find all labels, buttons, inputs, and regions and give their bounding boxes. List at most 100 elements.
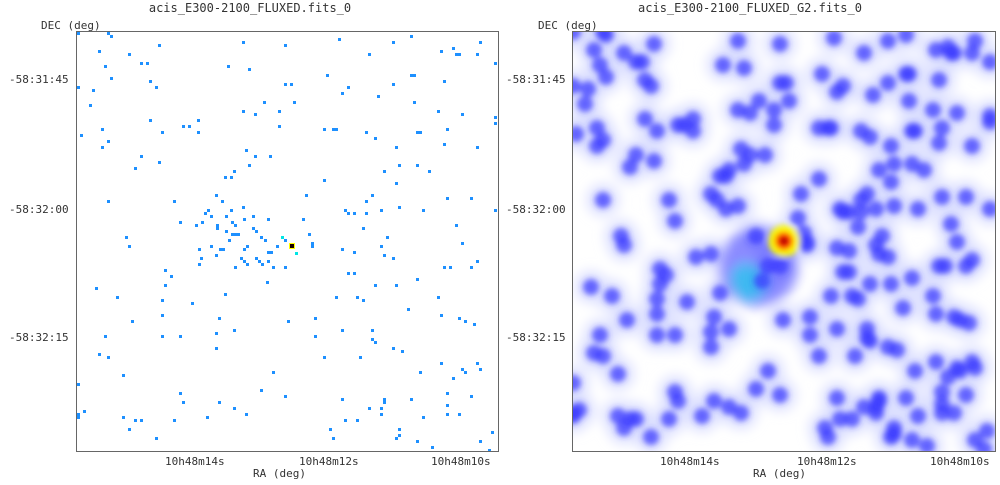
event-pixel bbox=[443, 266, 446, 269]
smoothed-blob-core bbox=[748, 228, 764, 244]
event-pixel bbox=[422, 209, 425, 212]
event-pixel bbox=[182, 125, 185, 128]
event-pixel bbox=[264, 239, 267, 242]
smoothed-blob-core bbox=[982, 201, 995, 217]
event-pixel bbox=[398, 428, 401, 431]
event-pixel bbox=[77, 383, 80, 386]
event-pixel bbox=[207, 209, 210, 212]
smoothed-blob-core bbox=[868, 237, 884, 253]
smoothed-blob-core bbox=[907, 363, 923, 379]
smoothed-blob-core bbox=[628, 147, 644, 163]
event-pixel bbox=[140, 419, 143, 422]
event-pixel bbox=[446, 392, 449, 395]
event-pixel bbox=[446, 128, 449, 131]
event-pixel bbox=[95, 287, 98, 290]
event-pixel bbox=[195, 224, 198, 227]
right-image-frame[interactable] bbox=[572, 31, 996, 452]
event-pixel bbox=[243, 248, 246, 251]
event-pixel bbox=[338, 38, 341, 41]
event-pixel bbox=[255, 257, 258, 260]
smoothed-blob-core bbox=[919, 438, 935, 451]
smoothed-blob-core bbox=[844, 288, 860, 304]
event-pixel bbox=[77, 32, 80, 35]
event-pixel bbox=[437, 296, 440, 299]
smoothed-blob-core bbox=[721, 399, 737, 415]
smoothed-blob-core bbox=[772, 387, 788, 403]
smoothed-blob-core bbox=[706, 309, 722, 325]
smoothed-blob-core bbox=[751, 93, 767, 109]
event-pixel bbox=[110, 77, 113, 80]
right-y-axis-label: DEC (deg) bbox=[538, 19, 598, 32]
smoothed-blob-core bbox=[958, 189, 974, 205]
event-pixel bbox=[270, 251, 273, 254]
smoothed-blob-core bbox=[637, 111, 653, 127]
event-pixel bbox=[302, 218, 305, 221]
event-pixel bbox=[140, 62, 143, 65]
event-pixel bbox=[413, 101, 416, 104]
event-pixel bbox=[395, 284, 398, 287]
event-pixel bbox=[222, 248, 225, 251]
event-pixel bbox=[353, 272, 356, 275]
event-pixel bbox=[326, 74, 329, 77]
event-pixel bbox=[314, 317, 317, 320]
left-ytick-3: -58:32:15 bbox=[9, 331, 69, 344]
smoothed-blob-core bbox=[982, 54, 995, 70]
smoothed-blob-core bbox=[964, 45, 980, 61]
left-image-frame[interactable] bbox=[76, 31, 499, 452]
smoothed-blob-core bbox=[928, 354, 944, 370]
event-pixel bbox=[380, 407, 383, 410]
smoothed-blob-core bbox=[949, 105, 965, 121]
smoothed-blob-core bbox=[856, 45, 872, 61]
event-pixel bbox=[470, 266, 473, 269]
event-pixel bbox=[356, 296, 359, 299]
event-pixel bbox=[92, 89, 95, 92]
smoothed-blob-core bbox=[934, 405, 950, 421]
event-pixel bbox=[134, 419, 137, 422]
event-pixel bbox=[431, 446, 434, 449]
smoothed-blob-core bbox=[589, 120, 605, 136]
event-pixel bbox=[225, 230, 228, 233]
smoothed-blob-core bbox=[835, 78, 851, 94]
event-pixel bbox=[98, 353, 101, 356]
event-pixel bbox=[246, 263, 249, 266]
event-pixel bbox=[368, 407, 371, 410]
smoothed-blob-core bbox=[573, 402, 587, 418]
event-pixel bbox=[161, 314, 164, 317]
event-pixel bbox=[452, 377, 455, 380]
event-pixel bbox=[231, 221, 234, 224]
event-pixel bbox=[383, 398, 386, 401]
event-pixel bbox=[479, 440, 482, 443]
event-pixel bbox=[323, 128, 326, 131]
event-pixel bbox=[410, 74, 413, 77]
smoothed-blob-core bbox=[934, 189, 950, 205]
event-pixel bbox=[122, 374, 125, 377]
event-pixel bbox=[170, 275, 173, 278]
event-pixel bbox=[155, 437, 158, 440]
event-pixel bbox=[122, 416, 125, 419]
event-pixel bbox=[215, 332, 218, 335]
event-pixel bbox=[261, 263, 264, 266]
smoothed-blob-core bbox=[931, 72, 947, 88]
event-pixel bbox=[104, 65, 107, 68]
event-pixel bbox=[215, 347, 218, 350]
event-pixel bbox=[227, 65, 230, 68]
event-pixel bbox=[284, 83, 287, 86]
event-pixel bbox=[128, 53, 131, 56]
event-pixel bbox=[356, 419, 359, 422]
smoothed-blob-core bbox=[886, 198, 902, 214]
smoothed-blob-core bbox=[715, 57, 731, 73]
smoothed-blob-core bbox=[667, 213, 683, 229]
event-pixel bbox=[125, 236, 128, 239]
event-pixel bbox=[173, 200, 176, 203]
smoothed-blob-core bbox=[667, 327, 683, 343]
smoothed-blob-core bbox=[850, 219, 866, 235]
event-pixel bbox=[107, 32, 110, 35]
event-pixel bbox=[494, 116, 497, 119]
event-pixel bbox=[258, 260, 261, 263]
smoothed-blob-core bbox=[730, 33, 746, 49]
event-pixel bbox=[341, 329, 344, 332]
event-pixel bbox=[410, 398, 413, 401]
event-pixel bbox=[392, 257, 395, 260]
event-pixel bbox=[464, 320, 467, 323]
event-pixel bbox=[179, 221, 182, 224]
